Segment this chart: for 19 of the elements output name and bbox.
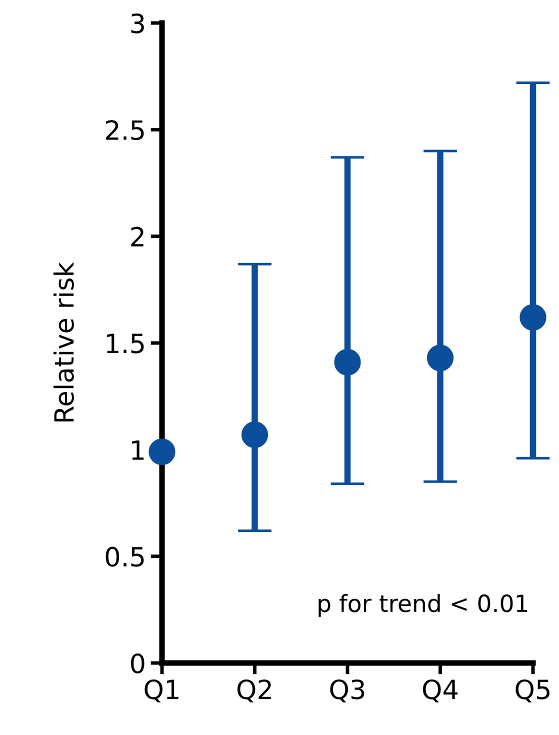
x-tick-label: Q4 (422, 679, 458, 702)
point (241, 421, 268, 448)
y-tick-label: 1.5 (106, 334, 144, 354)
x-tick-label: Q3 (330, 679, 364, 702)
x-tick-label: Q2 (237, 679, 271, 702)
point (426, 344, 454, 372)
y-tick-label: 3 (131, 13, 144, 34)
y-tick-label: 2.5 (106, 120, 144, 140)
point (334, 348, 361, 376)
y-tick-label: 2 (131, 226, 144, 246)
y-tick-label: 0.5 (106, 546, 144, 567)
y-axis-title: Relative risk (54, 262, 74, 422)
point (520, 304, 546, 331)
y-tick-label: 1 (132, 440, 144, 460)
point (148, 438, 176, 466)
x-tick-label: Q5 (516, 679, 550, 702)
annotation: p for trend < 0.01 (318, 594, 528, 617)
x-tick-label: Q1 (144, 679, 178, 702)
y-tick-label: 0 (130, 653, 144, 674)
